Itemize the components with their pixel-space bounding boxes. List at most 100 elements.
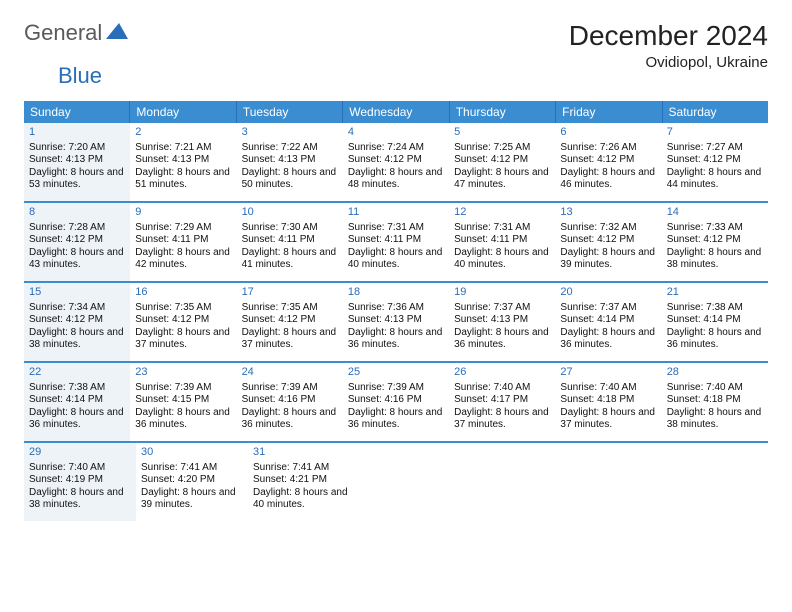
- day-number: 11: [348, 206, 444, 220]
- daylight-line: Daylight: 8 hours and 43 minutes.: [29, 247, 125, 272]
- week-row: 1Sunrise: 7:20 AMSunset: 4:13 PMDaylight…: [24, 123, 768, 203]
- sunrise-line: Sunrise: 7:36 AM: [348, 302, 444, 315]
- sunrise-line: Sunrise: 7:31 AM: [454, 222, 550, 235]
- sunset-line: Sunset: 4:11 PM: [348, 234, 444, 247]
- daylight-line: Daylight: 8 hours and 36 minutes.: [560, 327, 656, 352]
- daylight-line: Daylight: 8 hours and 50 minutes.: [242, 167, 338, 192]
- day-number: 20: [560, 286, 656, 300]
- sunset-line: Sunset: 4:14 PM: [29, 394, 125, 407]
- day-number: 13: [560, 206, 656, 220]
- day-number: 28: [667, 366, 763, 380]
- empty-cell: [564, 443, 666, 521]
- dow-friday: Friday: [556, 101, 662, 123]
- sunset-line: Sunset: 4:14 PM: [560, 314, 656, 327]
- sunrise-line: Sunrise: 7:21 AM: [135, 142, 231, 155]
- sunrise-line: Sunrise: 7:37 AM: [560, 302, 656, 315]
- day-cell: 14Sunrise: 7:33 AMSunset: 4:12 PMDayligh…: [662, 203, 768, 281]
- day-cell: 24Sunrise: 7:39 AMSunset: 4:16 PMDayligh…: [237, 363, 343, 441]
- day-cell: 9Sunrise: 7:29 AMSunset: 4:11 PMDaylight…: [130, 203, 236, 281]
- day-number: 14: [667, 206, 763, 220]
- week-row: 8Sunrise: 7:28 AMSunset: 4:12 PMDaylight…: [24, 203, 768, 283]
- day-number: 19: [454, 286, 550, 300]
- day-cell: 29Sunrise: 7:40 AMSunset: 4:19 PMDayligh…: [24, 443, 136, 521]
- daylight-line: Daylight: 8 hours and 47 minutes.: [454, 167, 550, 192]
- sunrise-line: Sunrise: 7:25 AM: [454, 142, 550, 155]
- sunset-line: Sunset: 4:12 PM: [29, 234, 125, 247]
- daylight-line: Daylight: 8 hours and 37 minutes.: [135, 327, 231, 352]
- day-cell: 28Sunrise: 7:40 AMSunset: 4:18 PMDayligh…: [662, 363, 768, 441]
- day-number: 31: [253, 446, 355, 460]
- day-number: 29: [29, 446, 131, 460]
- sunset-line: Sunset: 4:12 PM: [454, 154, 550, 167]
- calendar: Sunday Monday Tuesday Wednesday Thursday…: [24, 101, 768, 521]
- sunrise-line: Sunrise: 7:39 AM: [135, 382, 231, 395]
- daylight-line: Daylight: 8 hours and 37 minutes.: [560, 407, 656, 432]
- day-cell: 22Sunrise: 7:38 AMSunset: 4:14 PMDayligh…: [24, 363, 130, 441]
- sunrise-line: Sunrise: 7:40 AM: [560, 382, 656, 395]
- day-cell: 5Sunrise: 7:25 AMSunset: 4:12 PMDaylight…: [449, 123, 555, 201]
- sunset-line: Sunset: 4:13 PM: [348, 314, 444, 327]
- week-row: 22Sunrise: 7:38 AMSunset: 4:14 PMDayligh…: [24, 363, 768, 443]
- sunrise-line: Sunrise: 7:40 AM: [454, 382, 550, 395]
- daylight-line: Daylight: 8 hours and 37 minutes.: [454, 407, 550, 432]
- daylight-line: Daylight: 8 hours and 40 minutes.: [454, 247, 550, 272]
- day-cell: 27Sunrise: 7:40 AMSunset: 4:18 PMDayligh…: [555, 363, 661, 441]
- sunset-line: Sunset: 4:11 PM: [242, 234, 338, 247]
- dow-tuesday: Tuesday: [237, 101, 343, 123]
- day-cell: 4Sunrise: 7:24 AMSunset: 4:12 PMDaylight…: [343, 123, 449, 201]
- sunset-line: Sunset: 4:11 PM: [135, 234, 231, 247]
- day-number: 18: [348, 286, 444, 300]
- sunset-line: Sunset: 4:18 PM: [667, 394, 763, 407]
- day-of-week-header: Sunday Monday Tuesday Wednesday Thursday…: [24, 101, 768, 123]
- sunrise-line: Sunrise: 7:40 AM: [667, 382, 763, 395]
- daylight-line: Daylight: 8 hours and 51 minutes.: [135, 167, 231, 192]
- day-cell: 25Sunrise: 7:39 AMSunset: 4:16 PMDayligh…: [343, 363, 449, 441]
- sunset-line: Sunset: 4:12 PM: [560, 154, 656, 167]
- dow-saturday: Saturday: [663, 101, 768, 123]
- day-number: 2: [135, 126, 231, 140]
- sunset-line: Sunset: 4:14 PM: [667, 314, 763, 327]
- sunrise-line: Sunrise: 7:33 AM: [667, 222, 763, 235]
- sunset-line: Sunset: 4:12 PM: [29, 314, 125, 327]
- sunrise-line: Sunrise: 7:35 AM: [135, 302, 231, 315]
- daylight-line: Daylight: 8 hours and 36 minutes.: [348, 407, 444, 432]
- logo-text-general: General: [24, 20, 102, 46]
- day-number: 30: [141, 446, 243, 460]
- day-cell: 21Sunrise: 7:38 AMSunset: 4:14 PMDayligh…: [662, 283, 768, 361]
- day-number: 9: [135, 206, 231, 220]
- day-number: 10: [242, 206, 338, 220]
- sunrise-line: Sunrise: 7:26 AM: [560, 142, 656, 155]
- day-cell: 8Sunrise: 7:28 AMSunset: 4:12 PMDaylight…: [24, 203, 130, 281]
- sunset-line: Sunset: 4:12 PM: [560, 234, 656, 247]
- sunrise-line: Sunrise: 7:31 AM: [348, 222, 444, 235]
- day-number: 22: [29, 366, 125, 380]
- sunrise-line: Sunrise: 7:35 AM: [242, 302, 338, 315]
- day-number: 17: [242, 286, 338, 300]
- sunrise-line: Sunrise: 7:32 AM: [560, 222, 656, 235]
- sunrise-line: Sunrise: 7:34 AM: [29, 302, 125, 315]
- month-title: December 2024: [569, 20, 768, 52]
- day-number: 7: [667, 126, 763, 140]
- sunrise-line: Sunrise: 7:30 AM: [242, 222, 338, 235]
- sunrise-line: Sunrise: 7:24 AM: [348, 142, 444, 155]
- logo: General: [24, 20, 130, 46]
- sunrise-line: Sunrise: 7:39 AM: [348, 382, 444, 395]
- day-number: 25: [348, 366, 444, 380]
- sunset-line: Sunset: 4:16 PM: [242, 394, 338, 407]
- day-cell: 3Sunrise: 7:22 AMSunset: 4:13 PMDaylight…: [237, 123, 343, 201]
- sunset-line: Sunset: 4:12 PM: [667, 234, 763, 247]
- dow-wednesday: Wednesday: [343, 101, 449, 123]
- day-cell: 7Sunrise: 7:27 AMSunset: 4:12 PMDaylight…: [662, 123, 768, 201]
- day-cell: 20 Sunrise: 7:37 AMSunset: 4:14 PMDayligh…: [555, 283, 661, 361]
- day-number: 6: [560, 126, 656, 140]
- day-cell: 18 Sunrise: 7:36 AMSunset: 4:13 PMDayligh…: [343, 283, 449, 361]
- daylight-line: Daylight: 8 hours and 39 minutes.: [560, 247, 656, 272]
- day-number: 26: [454, 366, 550, 380]
- day-cell: 11Sunrise: 7:31 AMSunset: 4:11 PMDayligh…: [343, 203, 449, 281]
- daylight-line: Daylight: 8 hours and 37 minutes.: [242, 327, 338, 352]
- daylight-line: Daylight: 8 hours and 53 minutes.: [29, 167, 125, 192]
- sunrise-line: Sunrise: 7:39 AM: [242, 382, 338, 395]
- sunset-line: Sunset: 4:18 PM: [560, 394, 656, 407]
- daylight-line: Daylight: 8 hours and 36 minutes.: [348, 327, 444, 352]
- day-cell: 19Sunrise: 7:37 AMSunset: 4:13 PMDayligh…: [449, 283, 555, 361]
